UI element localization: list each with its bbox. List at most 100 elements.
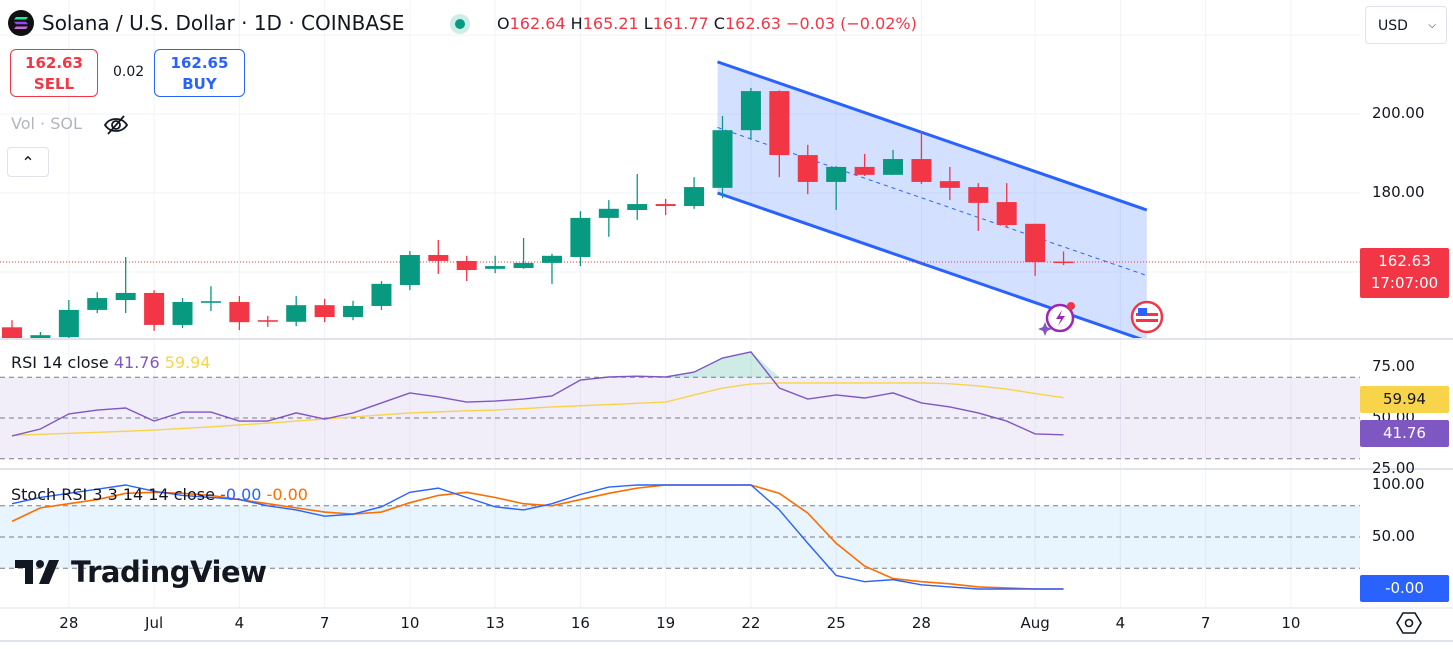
solana-logo-icon (8, 10, 34, 36)
candle (456, 255, 477, 282)
change-value: −0.03 (−0.02%) (786, 14, 917, 33)
candle (2, 320, 22, 338)
collapse-legend-button[interactable]: ⌃ (7, 147, 49, 177)
rsi-lines (11, 351, 1064, 437)
sell-label: SELL (33, 75, 75, 93)
stoch-rsi-title: Stoch RSI 3 3 14 14 close (11, 485, 215, 504)
candle-body (655, 204, 676, 207)
lightning-event-icon[interactable] (1038, 302, 1075, 336)
candle-body (570, 217, 591, 257)
symbol-title[interactable]: Solana / U.S. Dollar · 1D · COINBASE (8, 10, 404, 36)
low-value: 161.77 (652, 14, 709, 33)
candle (968, 183, 989, 231)
eye-hidden-icon[interactable] (103, 114, 129, 140)
candle (428, 240, 449, 274)
price-tick-label: 180.00 (1372, 183, 1425, 201)
candle-body (684, 187, 705, 207)
symbol-title-text: Solana / U.S. Dollar · 1D · COINBASE (42, 11, 405, 35)
chevron-up-icon: ⌃ (21, 153, 35, 172)
candle-body (87, 298, 108, 310)
candle (996, 183, 1017, 227)
candle-body (485, 266, 506, 269)
chart-settings-icon[interactable] (1396, 610, 1422, 640)
open-value: 162.64 (509, 14, 566, 33)
candle-body (314, 305, 335, 318)
time-tick-label: Jul (145, 614, 164, 632)
buy-button[interactable]: 162.65 BUY (154, 49, 245, 97)
rsi-ma-value: 59.94 (164, 353, 211, 372)
candle-body (740, 91, 761, 131)
rsi-ma-tag: 59.94 (1360, 386, 1449, 413)
tradingview-watermark[interactable]: TradingView (15, 555, 267, 589)
ohlc-legend: O162.64 H165.21 L161.77 C162.63 −0.03 (−… (497, 14, 917, 33)
candle (257, 315, 278, 327)
candle-body (541, 255, 562, 263)
price-tick-label: 75.00 (1372, 357, 1415, 375)
candle-body (513, 262, 534, 269)
us-flag-economic-event-icon[interactable] (1130, 300, 1164, 334)
channel-fill (717, 61, 1147, 338)
candle-body (286, 305, 307, 322)
candle (1025, 223, 1046, 276)
time-tick-label: 4 (1115, 614, 1126, 632)
candle (200, 286, 221, 312)
candle-body (257, 320, 278, 322)
candle-body (939, 181, 960, 188)
candle (627, 174, 648, 220)
rsi-overbought-fill (580, 351, 780, 378)
time-tick-label: 7 (1200, 614, 1211, 632)
time-tick-label: 25 (826, 614, 846, 632)
rsi-band-background (0, 376, 1360, 460)
stoch-rsi-legend[interactable]: Stoch RSI 3 3 14 14 close -0.00 -0.00 (11, 485, 308, 504)
candle (115, 256, 136, 314)
candle (399, 251, 420, 291)
close-value: 162.63 (724, 14, 781, 33)
candle (826, 166, 847, 210)
price-tick-label: 50.00 (1372, 527, 1415, 545)
rsi-tag: 41.76 (1360, 420, 1449, 447)
time-tick-label: Aug (1020, 614, 1050, 632)
price-tick-label: 100.00 (1372, 475, 1425, 493)
stoch-d-line (11, 484, 1064, 590)
volume-legend: Vol · SOL (11, 114, 82, 133)
time-tick-label: 28 (911, 614, 931, 632)
candle-body (172, 302, 193, 325)
candle (30, 332, 51, 338)
parallel-channel-drawing[interactable] (717, 60, 1148, 341)
rsi-legend[interactable]: RSI 14 close 41.76 59.94 (11, 353, 211, 372)
candle (371, 281, 392, 310)
candle (655, 198, 676, 216)
candle-body (1025, 223, 1046, 263)
time-tick-label: 22 (741, 614, 761, 632)
tradingview-logo-icon (15, 560, 59, 584)
candle-body (456, 260, 477, 271)
candle-body (627, 204, 648, 210)
sell-price: 162.63 (25, 54, 83, 72)
candle-body (598, 208, 619, 218)
candle (485, 255, 506, 274)
sell-button[interactable]: 162.63 SELL (10, 49, 98, 97)
candle (740, 87, 761, 141)
price-tick-label: 25.00 (1372, 459, 1415, 477)
candle-body (968, 187, 989, 203)
time-tick-label: 16 (570, 614, 590, 632)
open-label: O (497, 14, 510, 33)
buy-label: BUY (182, 75, 217, 93)
time-tick-label: 19 (656, 614, 676, 632)
candle-body (712, 130, 733, 188)
currency-select[interactable]: USD ⌵ (1365, 6, 1447, 44)
stoch-band-background (0, 505, 1360, 569)
candle-body (58, 309, 79, 338)
currency-value: USD (1378, 18, 1408, 34)
market-status-icon[interactable] (450, 14, 470, 34)
stoch-rsi-lines (11, 484, 1064, 590)
candle-body (911, 159, 932, 182)
candle-body (229, 302, 250, 323)
watermark-text: TradingView (71, 555, 267, 589)
candle-body (769, 91, 790, 156)
rsi-title: RSI 14 close (11, 353, 109, 372)
candle (911, 130, 932, 184)
candle-body (2, 327, 22, 338)
rsi-line (11, 351, 1064, 437)
